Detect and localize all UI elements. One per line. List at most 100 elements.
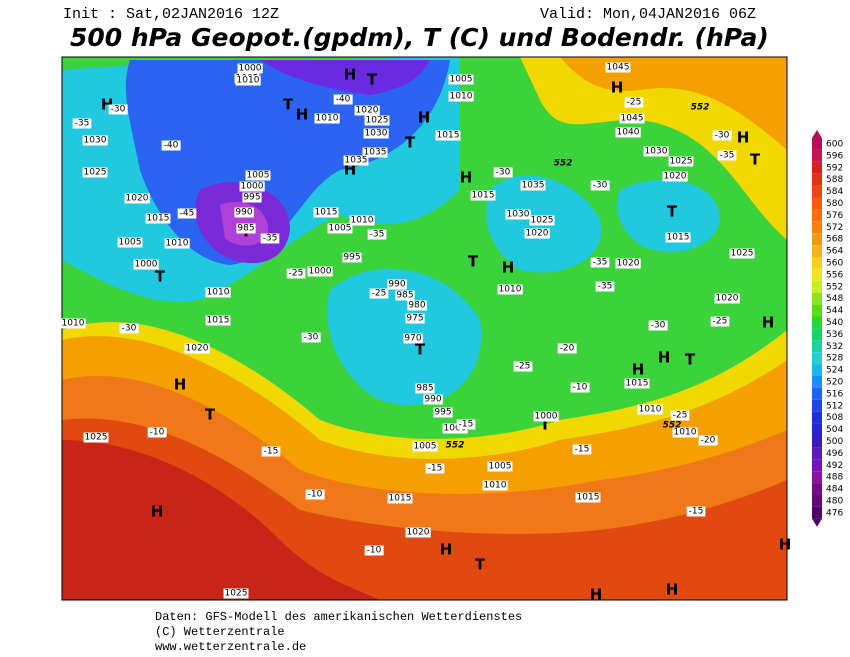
height-label: 552	[691, 103, 710, 113]
temperature-label: -25	[516, 362, 531, 372]
isobar-label: 1005	[247, 171, 270, 181]
temperature-label: -25	[372, 289, 387, 299]
map-title: 500 hPa Geopot.(gpdm), T (C) und Bodendr…	[70, 23, 769, 52]
isobar-label: 1010	[207, 288, 230, 298]
isobar-label-box	[533, 411, 559, 422]
isobar-label: 995	[243, 193, 260, 203]
legend-label: 524	[826, 366, 843, 376]
isobar-label-box	[223, 588, 249, 599]
isobar-label-box	[729, 248, 755, 259]
pressure-center: T	[415, 341, 426, 359]
isobar-label-box	[448, 91, 474, 102]
isobar-label: 1000	[535, 412, 558, 422]
isobar-label-box	[412, 441, 438, 452]
legend-label: 560	[826, 258, 843, 268]
legend-label: 512	[826, 401, 843, 411]
temperature-label: -30	[496, 168, 511, 178]
isobar-label: 1000	[135, 260, 158, 270]
pressure-center: T	[475, 556, 486, 574]
pressure-center: H	[174, 376, 187, 394]
isobar-label: 1005	[414, 442, 437, 452]
temperature-label-box	[108, 104, 128, 115]
isobar-label: 1010	[316, 114, 339, 124]
temperature-label: -10	[308, 490, 323, 500]
isobar-label-box	[364, 115, 390, 126]
temperature-label-box	[686, 506, 706, 517]
legend-swatch	[812, 447, 822, 460]
isobar-label-box	[387, 493, 413, 504]
isobar-label-box	[313, 207, 339, 218]
isobar-label-box	[668, 156, 694, 167]
isobar-label-box	[342, 252, 362, 263]
pressure-center: T	[540, 416, 551, 434]
isobar-label-box	[442, 423, 468, 434]
isobar-label: 995	[343, 253, 360, 263]
temperature-label: -15	[428, 464, 443, 474]
isobar-label-box	[605, 62, 631, 73]
isobar-label: 1010	[166, 239, 189, 249]
legend-swatch	[812, 435, 822, 448]
isobar-label: 1005	[119, 238, 142, 248]
temperature-label: -40	[336, 95, 351, 105]
pressure-center: H	[590, 586, 603, 604]
pressure-center: H	[502, 259, 515, 277]
legend-label: 568	[826, 235, 843, 245]
temperature-label-box	[456, 419, 476, 430]
isobar-label: 1040	[617, 128, 640, 138]
temperature-label: -25	[673, 411, 688, 421]
isobar-label-box	[387, 279, 407, 290]
legend-label: 572	[826, 223, 843, 233]
pressure-center: H	[418, 109, 431, 127]
isobar-label: 1020	[126, 194, 149, 204]
isobar-label-box	[433, 407, 453, 418]
temperature-label-box	[698, 435, 718, 446]
isobar-label-box	[60, 318, 86, 329]
temperature-label: -10	[573, 383, 588, 393]
temperature-label-box	[712, 130, 732, 141]
isobar-label-box	[83, 432, 109, 443]
isobar-label: 1015	[147, 214, 170, 224]
isobar-label-box	[637, 404, 663, 415]
isobar-label: 1045	[607, 63, 630, 73]
isobar-label: 1000	[239, 64, 262, 74]
temperature-label: -25	[289, 269, 304, 279]
init-time: Init : Sat,02JAN2016 12Z	[63, 6, 279, 23]
legend-swatch	[812, 459, 822, 472]
pressure-center: H	[779, 536, 792, 554]
temperature-label: -35	[598, 282, 613, 292]
isobar-label-box	[665, 232, 691, 243]
isobar-label: 1010	[674, 428, 697, 438]
isobar-label-box	[435, 130, 461, 141]
isobar-label-box	[643, 146, 669, 157]
temperature-label: -35	[75, 119, 90, 129]
isobar-label-box	[662, 171, 688, 182]
isobar-label-box	[403, 333, 423, 344]
pressure-center: H	[762, 314, 775, 332]
temperature-label-box	[648, 320, 668, 331]
temperature-label: -15	[459, 420, 474, 430]
legend-swatch	[812, 506, 822, 519]
temperature-label-box	[369, 288, 389, 299]
footer-copyright: (C) Wetterzentrale	[155, 625, 285, 639]
isobar-label-box	[363, 128, 389, 139]
temperature-label-box	[710, 316, 730, 327]
legend-swatch	[812, 161, 822, 174]
height-label: 552	[663, 421, 682, 431]
isobar-label: 975	[406, 314, 423, 324]
legend-label: 536	[826, 330, 843, 340]
pressure-center: T	[750, 151, 761, 169]
legend-label: 516	[826, 389, 843, 399]
legend-label: 576	[826, 211, 843, 221]
isobar-label-box	[237, 63, 263, 74]
isobar-label: 1020	[617, 259, 640, 269]
legend-swatch	[812, 209, 822, 222]
temperature-label-box	[513, 361, 533, 372]
isobar-label-box	[395, 290, 415, 301]
legend-label: 564	[826, 247, 843, 257]
legend-label: 540	[826, 318, 843, 328]
isobar-label-box	[343, 155, 369, 166]
legend-swatch	[812, 483, 822, 495]
legend-label: 492	[826, 461, 843, 471]
temperature-label-box	[670, 410, 690, 421]
